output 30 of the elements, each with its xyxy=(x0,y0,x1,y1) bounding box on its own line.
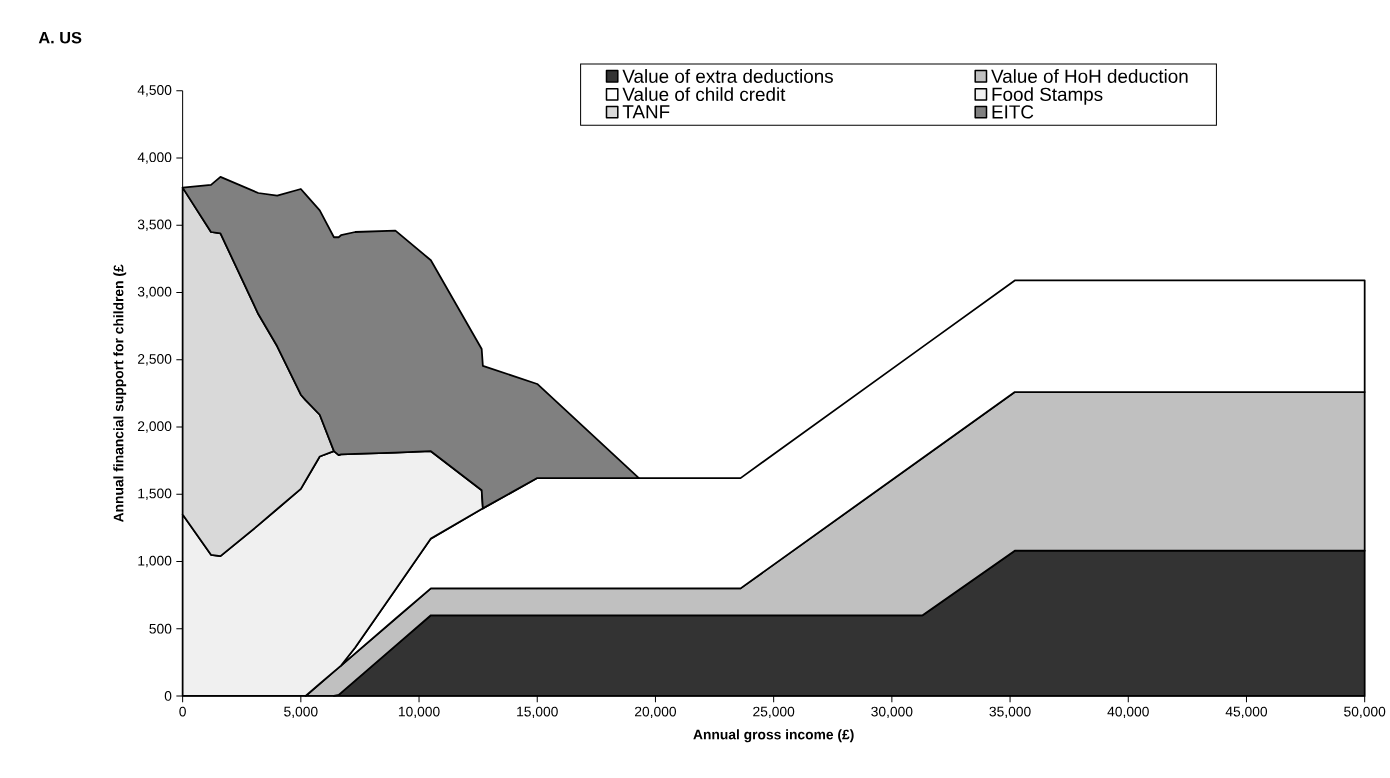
y-tick-label: 4,500 xyxy=(137,85,172,97)
x-tick-label: 0 xyxy=(179,706,186,717)
y-tick-label: 4,000 xyxy=(137,152,172,164)
x-tick-label: 15,000 xyxy=(517,706,558,719)
y-tick-label: 3,000 xyxy=(137,287,172,299)
x-axis-title: Annual gross income (£) xyxy=(693,729,854,743)
y-tick-label: 2,000 xyxy=(138,421,172,433)
x-tick-label: 10,000 xyxy=(398,706,440,719)
y-axis-title: Annual financial support for children (£ xyxy=(113,264,127,523)
x-tick-label: 25,000 xyxy=(753,706,795,719)
legend-label: Food Stamps xyxy=(992,87,1103,105)
x-tick-label: 30,000 xyxy=(871,706,913,719)
y-tick-label: 0 xyxy=(164,691,172,702)
legend-label: EITC xyxy=(992,105,1034,119)
x-tick-label: 35,000 xyxy=(989,706,1031,719)
x-tick-label: 40,000 xyxy=(1107,706,1149,719)
x-tick-label: 20,000 xyxy=(635,706,677,719)
y-tick-label: 3,500 xyxy=(137,219,172,232)
x-tick-label: 45,000 xyxy=(1225,706,1268,719)
x-tick-label: 5,000 xyxy=(284,706,318,719)
y-tick-label: 1,500 xyxy=(138,488,172,501)
legend-label: TANF xyxy=(622,105,670,119)
legend-label: Value of extra deductions xyxy=(622,69,833,84)
legend-label: Value of child credit xyxy=(622,87,786,102)
chart-title: A. US xyxy=(38,32,82,44)
y-tick-label: 1,000 xyxy=(138,555,172,568)
legend-label: Value of HoH deduction xyxy=(991,69,1188,84)
y-tick-label: 500 xyxy=(149,624,172,634)
y-tick-label: 2,500 xyxy=(138,354,172,366)
x-tick-label: 50,000 xyxy=(1344,706,1386,719)
